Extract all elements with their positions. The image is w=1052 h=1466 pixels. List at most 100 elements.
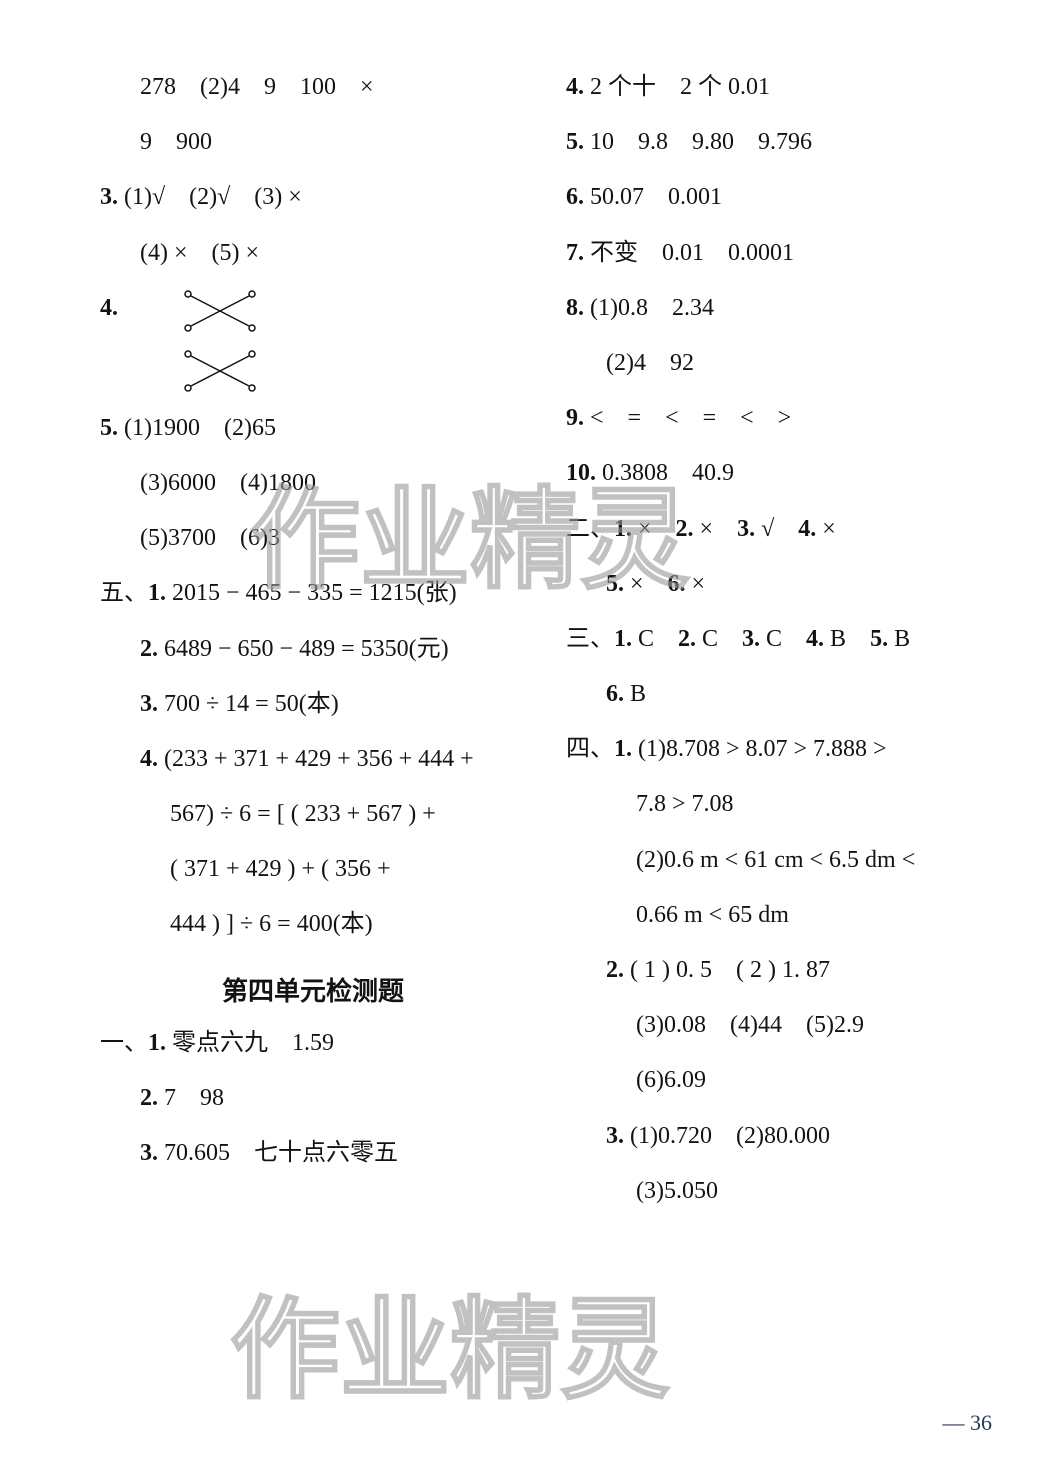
item-content: 50.07 0.001 (584, 184, 722, 210)
section-label: 五、 (100, 580, 148, 606)
item-number: 3. (737, 516, 755, 542)
text-line: 444 ) ] ÷ 6 = 400(本) (100, 897, 526, 952)
item-content: 7 98 (158, 1085, 224, 1111)
item-number: 2. (676, 516, 694, 542)
cross-diagram-1 (180, 286, 260, 336)
watermark-text: 作业精灵 (230, 1260, 670, 1420)
text-line: 2. 6489 − 650 − 489 = 5350(元) (100, 622, 526, 677)
item-number: 1. (614, 736, 632, 762)
item-content: × (624, 571, 668, 597)
section-label: 一、 (100, 1030, 148, 1056)
text-line: 5. 10 9.8 9.80 9.796 (566, 115, 992, 170)
item-content: C (696, 626, 742, 652)
item-number: 5. (566, 129, 584, 155)
item-number: 1. (148, 580, 166, 606)
item-content: B (824, 626, 870, 652)
item-number: 5. (870, 626, 888, 652)
item-4-diagram-row: 4. (100, 281, 526, 401)
item-content: 6489 − 650 − 489 = 5350(元) (158, 636, 449, 662)
text-line: 9 900 (100, 115, 526, 170)
item-number: 1. (148, 1030, 166, 1056)
item-content: × (632, 516, 676, 542)
item-number: 7. (566, 240, 584, 266)
item-number: 2. (678, 626, 696, 652)
text-line: (5)3700 (6)3 (100, 511, 526, 566)
text-line: 3. 70.605 七十点六零五 (100, 1126, 526, 1181)
item-content: (1)√ (2)√ (3) × (118, 184, 302, 210)
item-content: × (816, 516, 836, 542)
item-content: √ (755, 516, 798, 542)
item-content: (1)8.708 > 8.07 > 7.888 > (632, 736, 887, 762)
item-number: 2. (140, 1085, 158, 1111)
text-line: 四、1. (1)8.708 > 8.07 > 7.888 > (566, 722, 992, 777)
section-label: 三、 (566, 626, 614, 652)
text-line: 0.66 m < 65 dm (566, 888, 992, 943)
section-label: 二、 (566, 516, 614, 542)
item-content: C (632, 626, 678, 652)
item-content: B (888, 626, 910, 652)
item-number: 3. (606, 1123, 624, 1149)
section-label: 四、 (566, 736, 614, 762)
item-content: (1)1900 (2)65 (118, 415, 276, 441)
item-number: 4. (100, 281, 140, 336)
item-number: 8. (566, 295, 584, 321)
item-number: 4. (798, 516, 816, 542)
item-number: 3. (100, 184, 118, 210)
item-content: × (694, 516, 738, 542)
item-content: 700 ÷ 14 = 50(本) (158, 691, 339, 717)
page-number: — 36 (943, 1410, 993, 1436)
item-number: 1. (614, 516, 632, 542)
text-line: 二、1. × 2. × 3. √ 4. × (566, 502, 992, 557)
item-content: 70.605 七十点六零五 (158, 1140, 398, 1166)
text-line: 4. (233 + 371 + 429 + 356 + 444 + (100, 732, 526, 787)
text-line: 4. 2 个十 2 个 0.01 (566, 60, 992, 115)
page-wrapper: 278 (2)4 9 100 × 9 900 3. (1)√ (2)√ (3) … (0, 0, 1052, 1259)
text-line: 8. (1)0.8 2.34 (566, 281, 992, 336)
text-line: 3. 700 ÷ 14 = 50(本) (100, 677, 526, 732)
item-content: (1)0.720 (2)80.000 (624, 1123, 830, 1149)
text-line: (3)5.050 (566, 1164, 992, 1219)
text-line: (2)4 92 (566, 336, 992, 391)
item-number: 10. (566, 460, 596, 486)
item-content: 零点六九 1.59 (166, 1030, 334, 1056)
item-number: 5. (100, 415, 118, 441)
item-content: 0.3808 40.9 (596, 460, 734, 486)
text-line: 5. (1)1900 (2)65 (100, 401, 526, 456)
text-line: 五、1. 2015 − 465 − 335 = 1215(张) (100, 566, 526, 621)
item-number: 4. (566, 74, 584, 100)
text-line: 278 (2)4 9 100 × (100, 60, 526, 115)
text-line: 2. ( 1 ) 0. 5 ( 2 ) 1. 87 (566, 943, 992, 998)
item-number: 6. (606, 681, 624, 707)
item-content: < = < = < > (584, 405, 791, 431)
item-content: 10 9.8 9.80 9.796 (584, 129, 812, 155)
text-line: 3. (1)0.720 (2)80.000 (566, 1109, 992, 1164)
item-number: 5. (606, 571, 624, 597)
item-number: 4. (806, 626, 824, 652)
text-line: 567) ÷ 6 = [ ( 233 + 567 ) + (100, 787, 526, 842)
text-line: (3)0.08 (4)44 (5)2.9 (566, 998, 992, 1053)
text-line: (2)0.6 m < 61 cm < 6.5 dm < (566, 833, 992, 888)
text-line: 5. × 6. × (566, 557, 992, 612)
item-content: C (760, 626, 806, 652)
text-line: 9. < = < = < > (566, 391, 992, 446)
text-line: 三、1. C 2. C 3. C 4. B 5. B (566, 612, 992, 667)
unit-4-title: 第四单元检测题 (100, 971, 526, 1008)
text-line: (6)6.09 (566, 1053, 992, 1108)
text-line: ( 371 + 429 ) + ( 356 + (100, 842, 526, 897)
item-number: 6. (566, 184, 584, 210)
cross-diagram-2 (180, 346, 260, 396)
cross-diagrams (140, 281, 260, 401)
text-line: 10. 0.3808 40.9 (566, 446, 992, 501)
item-number: 3. (140, 691, 158, 717)
text-line: 7.8 > 7.08 (566, 777, 992, 832)
item-content: × (686, 571, 706, 597)
text-line: 3. (1)√ (2)√ (3) × (100, 170, 526, 225)
item-content: ( 1 ) 0. 5 ( 2 ) 1. 87 (624, 957, 830, 983)
left-column: 278 (2)4 9 100 × 9 900 3. (1)√ (2)√ (3) … (100, 60, 526, 1219)
text-line: 7. 不变 0.01 0.0001 (566, 226, 992, 281)
item-content: 2 个十 2 个 0.01 (584, 74, 770, 100)
item-number: 4. (140, 746, 158, 772)
item-number: 9. (566, 405, 584, 431)
text-line: (4) × (5) × (100, 226, 526, 281)
item-number: 3. (140, 1140, 158, 1166)
